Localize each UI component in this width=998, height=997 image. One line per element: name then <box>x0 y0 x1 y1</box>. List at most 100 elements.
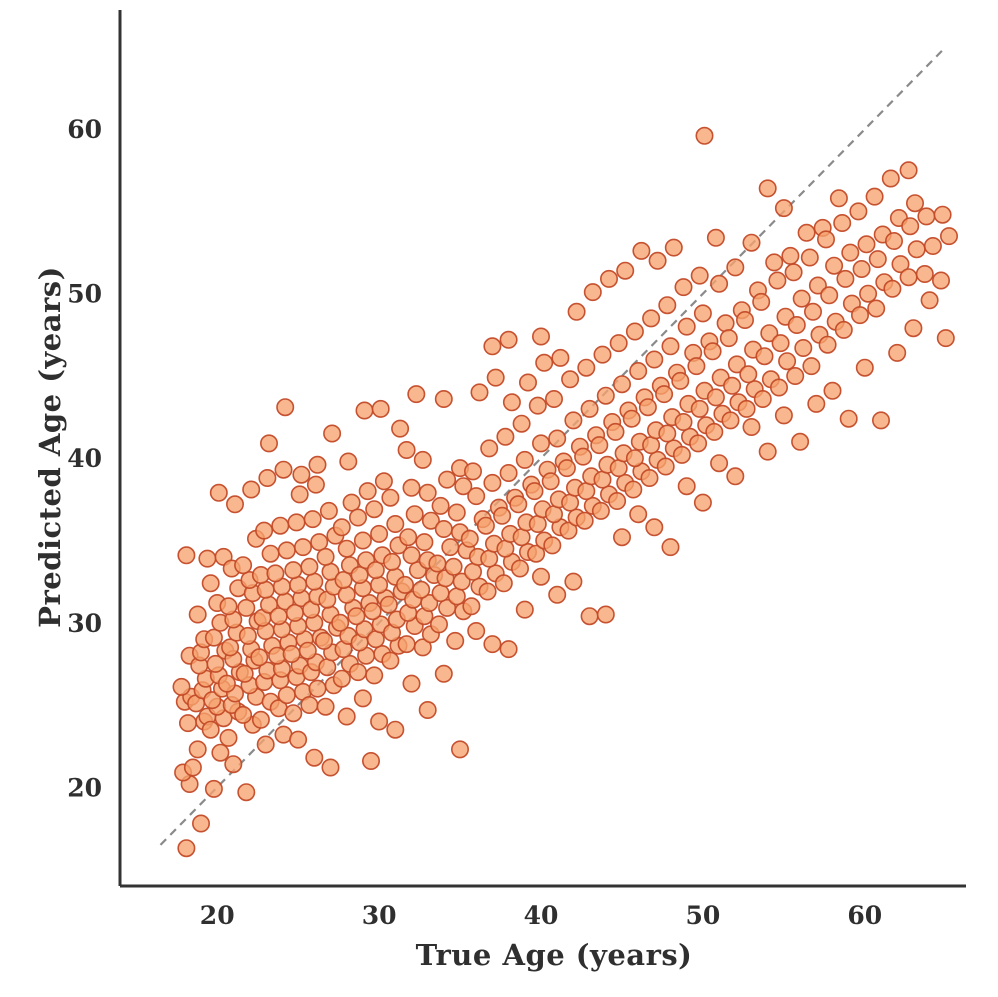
scatter-point <box>201 720 220 739</box>
scatter-point <box>209 483 228 502</box>
scatter-point <box>658 424 677 443</box>
y-tick-label: 30 <box>67 609 102 638</box>
scatter-point <box>839 409 858 428</box>
scatter-point <box>287 513 306 532</box>
scatter-point <box>277 686 296 705</box>
scatter-point <box>771 334 790 353</box>
scatter-point <box>574 447 593 466</box>
scatter-point <box>226 495 245 514</box>
scatter-point <box>564 572 583 591</box>
scatter-point <box>235 664 254 683</box>
scatter-point <box>418 700 437 719</box>
scatter-point <box>366 561 385 580</box>
scatter-point <box>593 345 612 364</box>
scatter-point <box>512 528 531 547</box>
scatter-point <box>774 406 793 425</box>
scatter-point <box>580 399 599 418</box>
scatter-point <box>256 735 275 754</box>
scatter-point <box>656 457 675 476</box>
scatter-point <box>342 493 361 512</box>
scatter-point <box>920 291 939 310</box>
scatter-point <box>316 547 335 566</box>
scatter-point <box>841 243 860 262</box>
scatter-point <box>609 334 628 353</box>
scatter-point <box>348 508 367 527</box>
scatter-point <box>642 436 661 455</box>
scatter-point <box>544 505 563 524</box>
scatter-point <box>224 755 243 774</box>
scatter-point <box>499 330 518 349</box>
scatter-point <box>531 327 550 346</box>
scatter-point <box>188 740 207 759</box>
scatter-point <box>256 580 275 599</box>
scatter-point <box>561 493 580 512</box>
scatter-point <box>483 473 502 492</box>
scatter-point <box>446 631 465 650</box>
scatter-point <box>355 401 374 420</box>
scatter-point <box>331 613 350 632</box>
scatter-point <box>370 712 389 731</box>
scatter-point <box>859 284 878 303</box>
scatter-point <box>625 322 644 341</box>
scatter-point <box>726 258 745 277</box>
scatter-point <box>204 628 223 647</box>
scatter-point <box>625 449 644 468</box>
scatter-point <box>450 740 469 759</box>
scatter-point <box>705 422 724 441</box>
scatter-point <box>483 635 502 654</box>
scatter-point <box>792 289 811 308</box>
scatter-point <box>706 388 725 407</box>
scatter-point <box>739 365 758 384</box>
scatter-point <box>541 472 560 491</box>
scatter-point <box>609 459 628 478</box>
scatter-point <box>867 299 886 318</box>
scatter-point <box>483 337 502 356</box>
scatter-point <box>825 256 844 275</box>
scatter-point <box>509 495 528 514</box>
scatter-point <box>332 669 351 688</box>
scatter-point <box>640 468 659 487</box>
scatter-point <box>266 564 285 583</box>
scatter-point <box>337 585 356 604</box>
scatter-point <box>306 475 325 494</box>
scatter-point <box>510 559 529 578</box>
scatter-point <box>577 358 596 377</box>
scatter-point <box>616 261 635 280</box>
y-tick-label: 50 <box>67 280 102 309</box>
scatter-point <box>420 593 439 612</box>
scatter-point <box>907 240 926 259</box>
scatter-point <box>672 445 691 464</box>
scatter-point <box>608 491 627 510</box>
scatter-point <box>800 248 819 267</box>
scatter-point <box>434 389 453 408</box>
scatter-point <box>735 310 754 329</box>
scatter-point <box>868 250 887 269</box>
scatter-point <box>816 230 835 249</box>
scatter-point <box>370 575 389 594</box>
scatter-point <box>755 347 774 366</box>
scatter-point <box>374 472 393 491</box>
scatter-point <box>901 217 920 236</box>
scatter-point <box>737 399 756 418</box>
scatter-point <box>172 677 191 696</box>
scatter-point <box>429 615 448 634</box>
x-tick-label: 50 <box>686 901 721 930</box>
scatter-point <box>915 264 934 283</box>
scatter-point <box>407 385 426 404</box>
scatter-point <box>564 411 583 430</box>
scatter-point <box>339 452 358 471</box>
scatter-point <box>293 538 312 557</box>
scatter-point <box>211 743 230 762</box>
scatter-point <box>721 411 740 430</box>
scatter-point <box>661 538 680 557</box>
scatter-point <box>710 454 729 473</box>
scatter-point <box>337 539 356 558</box>
scatter-point <box>760 324 779 343</box>
scatter-point <box>361 751 380 770</box>
scatter-point <box>899 268 918 287</box>
scatter-point <box>494 574 513 593</box>
scatter-point <box>742 233 761 252</box>
scatter-point <box>548 429 567 448</box>
scatter-point <box>308 679 327 698</box>
